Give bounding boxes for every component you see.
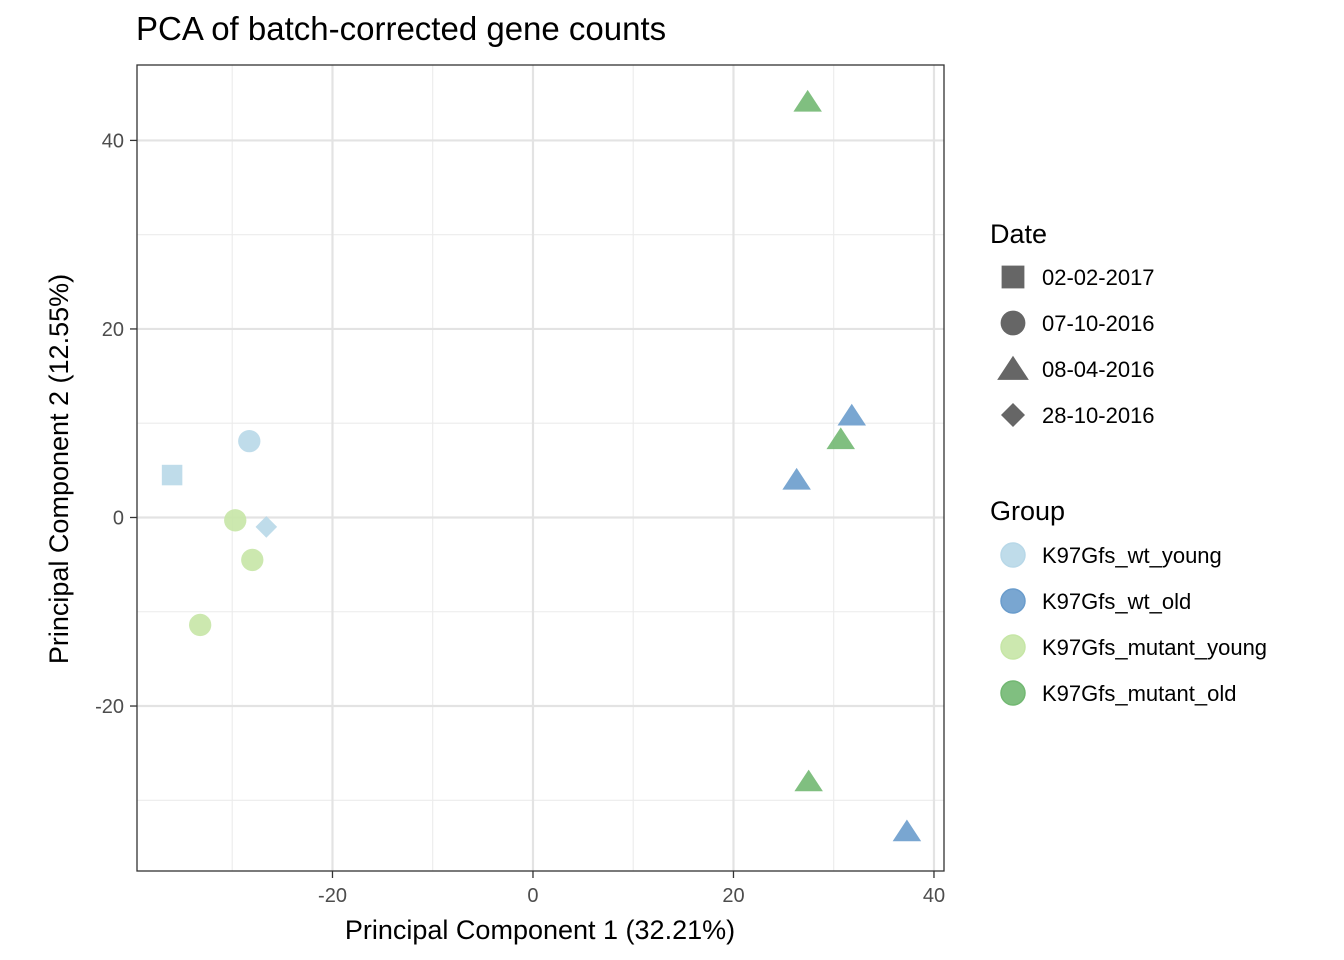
data-point bbox=[837, 403, 867, 426]
legend-group-label: K97Gfs_wt_young bbox=[1042, 543, 1222, 568]
data-point bbox=[892, 819, 922, 842]
grid-minor bbox=[137, 65, 944, 871]
legend-key-circle bbox=[1000, 542, 1026, 568]
legend-group-title: Group bbox=[990, 496, 1065, 526]
data-point bbox=[188, 613, 212, 637]
legend-date-label: 07-10-2016 bbox=[1042, 311, 1155, 336]
data-point bbox=[782, 467, 811, 490]
legend-key-circle bbox=[1000, 634, 1026, 660]
y-axis-ticks: -20 0 20 40 bbox=[95, 130, 137, 718]
x-tick-label: -20 bbox=[318, 885, 347, 907]
data-point bbox=[826, 427, 856, 450]
data-point bbox=[793, 89, 822, 112]
grid-major bbox=[137, 65, 944, 871]
legend-key-square bbox=[1001, 265, 1025, 289]
y-tick-label: 40 bbox=[102, 130, 124, 152]
x-tick-label: 20 bbox=[722, 885, 744, 907]
plot-panel-border bbox=[136, 64, 945, 872]
x-tick-label: 0 bbox=[527, 885, 538, 907]
data-point bbox=[224, 509, 247, 532]
legend-group-label: K97Gfs_wt_old bbox=[1042, 589, 1191, 614]
legend-date-label: 28-10-2016 bbox=[1042, 403, 1155, 428]
legend-key-triangle bbox=[997, 355, 1029, 380]
data-point bbox=[161, 464, 183, 486]
data-points bbox=[161, 89, 922, 842]
data-point bbox=[238, 429, 261, 453]
y-tick-label: 20 bbox=[102, 319, 124, 341]
y-axis-label: Principal Component 2 (12.55%) bbox=[44, 274, 74, 664]
data-point bbox=[794, 769, 823, 792]
legend-key-circle bbox=[1000, 680, 1026, 706]
legend-group-label: K97Gfs_mutant_young bbox=[1042, 635, 1267, 660]
legend-group-label: K97Gfs_mutant_old bbox=[1042, 681, 1236, 706]
legend-date-title: Date bbox=[990, 219, 1047, 249]
legend-date-label: 08-04-2016 bbox=[1042, 357, 1155, 382]
data-point bbox=[255, 516, 278, 538]
data-point bbox=[241, 548, 264, 572]
x-tick-label: 40 bbox=[923, 885, 945, 907]
chart-title: PCA of batch-corrected gene counts bbox=[136, 10, 666, 47]
legend-group: Group K97Gfs_wt_young K97Gfs_wt_old K97Gfs_… bbox=[990, 496, 1267, 706]
legend-date: Date 02-02-2017 07-10-2016 08-04-2016 28-10-… bbox=[990, 219, 1155, 428]
legend-key-circle bbox=[1000, 310, 1026, 336]
legend-key-diamond bbox=[1001, 403, 1025, 427]
x-axis-label: Principal Component 1 (32.21%) bbox=[345, 915, 735, 945]
legend-key-circle bbox=[1000, 588, 1026, 614]
y-tick-label: 0 bbox=[113, 507, 124, 529]
y-tick-label: -20 bbox=[95, 696, 124, 718]
x-axis-ticks: -20 0 20 40 bbox=[318, 871, 945, 907]
legend-date-label: 02-02-2017 bbox=[1042, 265, 1155, 290]
